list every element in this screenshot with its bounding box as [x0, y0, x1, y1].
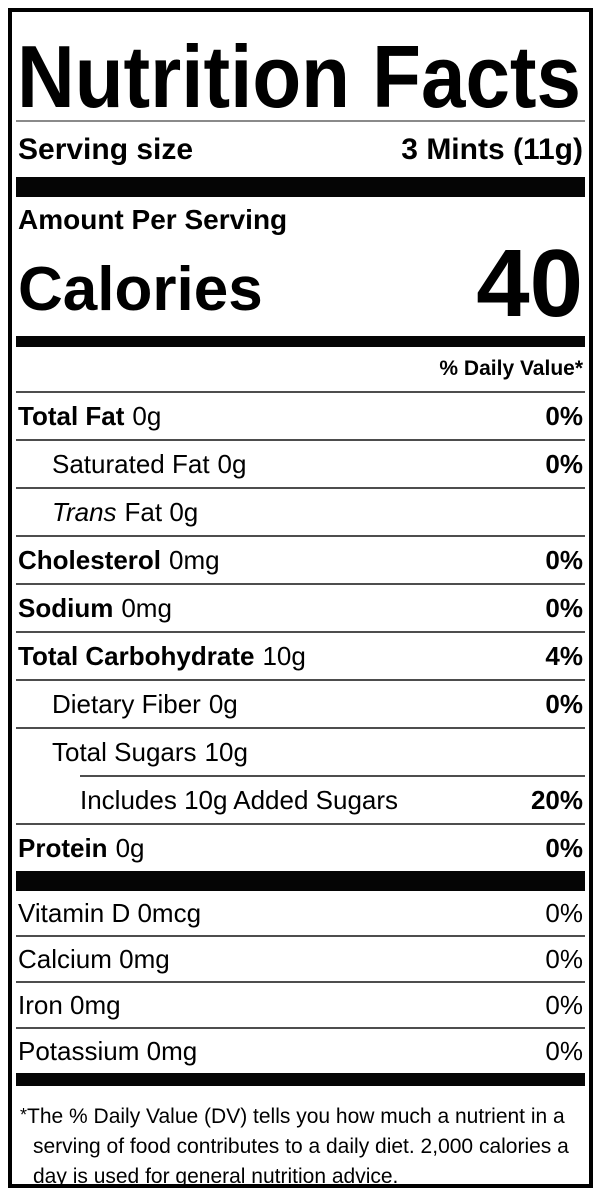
nutrient-row-cholesterol: Cholesterol 0mg 0% — [16, 535, 585, 583]
nutrient-dv: 0% — [545, 448, 583, 479]
micronutrient-dv: 0% — [545, 897, 583, 928]
footnote-asterisk: * — [20, 1105, 28, 1125]
nutrient-amount: 10g — [204, 736, 248, 767]
medium-separator-bar — [16, 1073, 585, 1086]
nutrient-name: Cholesterol — [18, 544, 162, 575]
micronutrient-name: Calcium 0mg — [18, 943, 170, 974]
micronutrient-row-calcium: Calcium 0mg 0% — [16, 935, 585, 981]
nutrient-amount: 0g — [217, 448, 247, 479]
micronutrient-dv: 0% — [545, 1035, 583, 1066]
calories-label: Calories — [18, 255, 263, 324]
nutrient-name: Total Fat — [18, 400, 125, 431]
nutrient-name: Protein — [18, 832, 108, 863]
nutrient-name: Sodium — [18, 592, 114, 623]
nutrient-row-protein: Protein 0g 0% — [16, 823, 585, 871]
nutrient-row-added-sugars: Includes 10g Added Sugars 20% — [16, 777, 585, 823]
nutrient-amount: 0g — [208, 688, 238, 719]
micronutrient-dv: 0% — [545, 989, 583, 1020]
micronutrient-name: Iron 0mg — [18, 989, 121, 1020]
micronutrient-row-vitamin-d: Vitamin D 0mcg 0% — [16, 891, 585, 935]
nutrient-amount: 0g — [132, 400, 162, 431]
nutrient-name: Total Sugars — [52, 736, 197, 767]
nutrient-amount: Fat 0g — [124, 496, 199, 527]
serving-size-value: 3 Mints (11g) — [401, 132, 583, 166]
micronutrient-row-potassium: Potassium 0mg 0% — [16, 1027, 585, 1073]
page-title: Nutrition Facts — [17, 42, 581, 116]
nutrient-row-total-fat: Total Fat 0g 0% — [16, 391, 585, 439]
thick-separator-bar — [16, 871, 585, 891]
nutrient-dv: 0% — [545, 592, 583, 623]
serving-size-label: Serving size — [18, 132, 194, 166]
nutrient-amount: 10g — [262, 640, 306, 671]
nutrient-dv: 0% — [545, 688, 583, 719]
medium-separator-bar — [16, 336, 585, 347]
added-sugars-divider — [80, 775, 585, 777]
nutrient-name: Total Carbohydrate — [18, 640, 255, 671]
daily-value-header: % Daily Value* — [439, 357, 583, 380]
amount-per-serving-label: Amount Per Serving — [18, 204, 288, 235]
nutrient-name: Dietary Fiber — [52, 688, 201, 719]
thick-separator-bar — [16, 177, 585, 197]
nutrition-facts-panel: Nutrition Facts Serving size 3 Mints (11… — [8, 8, 593, 1188]
nutrient-dv: 20% — [530, 784, 583, 815]
nutrient-row-saturated-fat: Saturated Fat 0g 0% — [16, 439, 585, 487]
title-block: Nutrition Facts — [16, 12, 585, 122]
nutrient-amount: 0mg — [169, 544, 220, 575]
micronutrient-row-iron: Iron 0mg 0% — [16, 981, 585, 1027]
nutrient-dv: 0% — [545, 400, 583, 431]
nutrient-row-dietary-fiber: Dietary Fiber 0g 0% — [16, 679, 585, 727]
nutrient-name-italic: Trans — [52, 496, 117, 527]
nutrient-row-total-sugars: Total Sugars 10g — [16, 727, 585, 775]
footnote: *The % Daily Value (DV) tells you how mu… — [16, 1086, 585, 1188]
micronutrient-dv: 0% — [545, 943, 583, 974]
nutrient-dv: 4% — [545, 640, 583, 671]
micronutrient-name: Vitamin D 0mcg — [18, 897, 202, 928]
footnote-text: The % Daily Value (DV) tells you how muc… — [27, 1105, 569, 1188]
nutrient-row-trans-fat: Trans Fat 0g — [16, 487, 585, 535]
micronutrient-name: Potassium 0mg — [18, 1035, 198, 1066]
nutrient-dv: 0% — [545, 832, 583, 863]
nutrient-name: Saturated Fat — [52, 448, 210, 479]
nutrient-amount: 0g — [115, 832, 145, 863]
nutrient-amount: 0mg — [121, 592, 172, 623]
nutrition-facts-title: Nutrition Facts — [17, 42, 581, 116]
nutrient-row-sodium: Sodium 0mg 0% — [16, 583, 585, 631]
nutrient-dv: 0% — [545, 544, 583, 575]
calories-value: 40 — [476, 230, 583, 337]
nutrient-row-total-carbohydrate: Total Carbohydrate 10g 4% — [16, 631, 585, 679]
nutrient-name: Includes 10g Added Sugars — [80, 784, 399, 815]
serving-size-row: Serving size 3 Mints (11g) — [16, 122, 585, 177]
calories-row: Calories 40 — [16, 235, 585, 336]
